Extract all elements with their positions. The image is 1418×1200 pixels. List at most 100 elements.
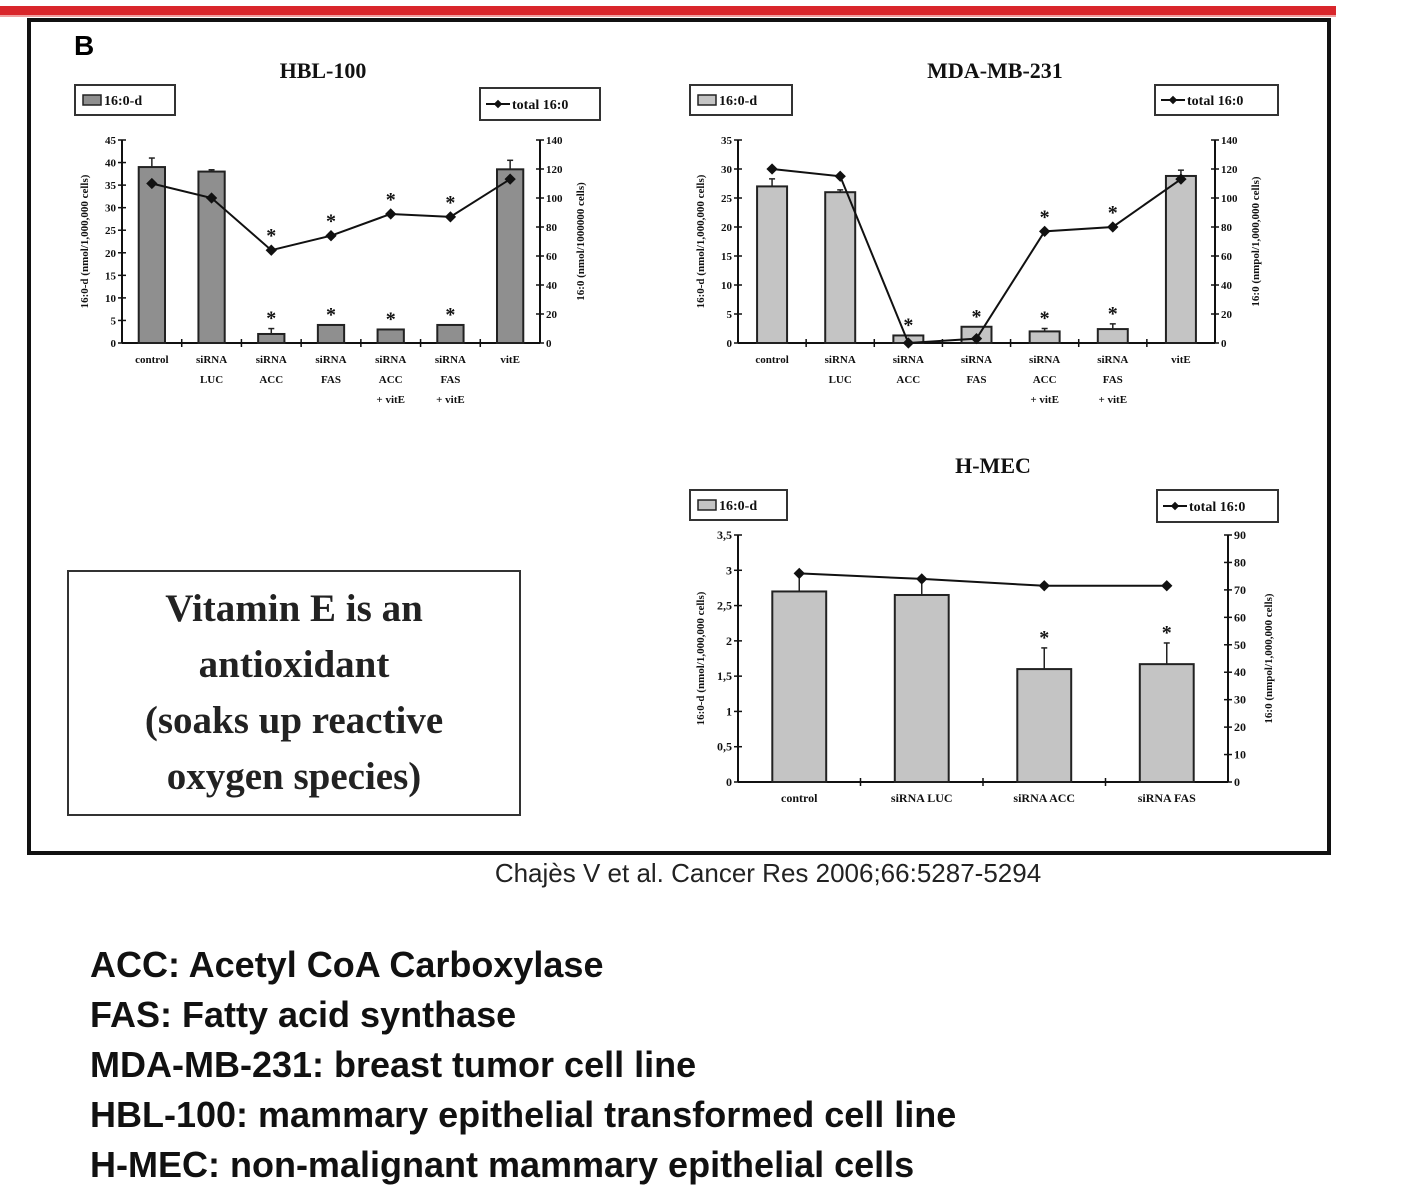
y-tick-label-right: 50 <box>1234 638 1246 652</box>
line-marker <box>444 211 457 223</box>
line-marker <box>766 163 778 175</box>
legend-bar-swatch <box>697 499 717 511</box>
line-marker <box>1175 173 1187 185</box>
y-tick-label-right: 20 <box>1221 309 1233 321</box>
note-line: Vitamin E is an <box>165 587 423 630</box>
legend-bar-label: 16:0-d <box>719 94 757 109</box>
y-tick-label-right: 80 <box>1221 222 1233 234</box>
note-line: (soaks up reactive <box>144 699 444 742</box>
x-tick-label: ACC <box>896 374 920 386</box>
y-tick-label-right: 20 <box>1234 720 1246 734</box>
y-tick-label-right: 120 <box>1221 164 1238 176</box>
bar <box>137 166 166 344</box>
significance-asterisk: * <box>445 304 455 326</box>
line-marker <box>385 208 397 220</box>
y-tick-label-right: 60 <box>1234 610 1246 624</box>
definition-h-mec: H-MEC: non-malignant mammary epithelial … <box>90 1144 915 1185</box>
x-tick-label: siRNA <box>1029 354 1060 366</box>
y-tick-label-left: 20 <box>721 222 733 234</box>
significance-asterisk: * <box>1162 622 1172 644</box>
y-tick-label-right: 10 <box>1234 748 1246 762</box>
legend-bar-box <box>74 84 176 116</box>
x-tick-label: FAS <box>1103 374 1123 386</box>
significance-asterisk: * <box>386 189 396 211</box>
bar <box>756 185 789 344</box>
header-accent-line <box>0 6 1336 17</box>
bar <box>376 328 405 345</box>
bar <box>1016 668 1073 783</box>
x-tick-label: siRNA <box>256 354 287 366</box>
x-tick-label: siRNA LUC <box>891 791 953 805</box>
x-tick-label: siRNA <box>825 354 856 366</box>
line-marker <box>834 170 846 182</box>
x-tick-label: + vitE <box>1098 394 1127 406</box>
legend-bar-swatch <box>82 94 102 106</box>
y-tick-label-left: 10 <box>721 280 733 292</box>
y-axis-label-right: 16:0 (nmpol/1,000,000 cells) <box>1250 176 1262 306</box>
y-tick-label-right: 90 <box>1234 528 1246 542</box>
significance-asterisk: * <box>1108 202 1118 224</box>
line-marker <box>902 337 915 349</box>
x-tick-label: + vitE <box>376 394 405 406</box>
y-tick-label-right: 30 <box>1234 693 1246 707</box>
x-tick-label: LUC <box>829 374 852 386</box>
y-axis-label-left: 16:0-d (nmol/1,000,000 cells) <box>695 591 707 725</box>
line-marker <box>325 230 337 242</box>
line-marker <box>1038 225 1051 238</box>
y-tick-label-left: 25 <box>721 193 733 205</box>
y-tick-label-left: 25 <box>105 225 117 237</box>
significance-asterisk: * <box>1108 303 1118 325</box>
y-tick-label-left: 0 <box>726 775 732 789</box>
bar <box>257 332 286 345</box>
y-tick-label-right: 0 <box>1234 775 1240 789</box>
x-tick-label: siRNA <box>315 354 346 366</box>
chart-mda-mb-231: MDA-MB-231 0 5 10 15 20 25 30 35 0 20 40 60 80 100 120 1… <box>689 58 1279 406</box>
line-marker <box>916 573 928 585</box>
panel-letter: B <box>74 30 95 61</box>
y-tick-label-left: 30 <box>105 203 117 215</box>
x-tick-label: FAS <box>967 374 987 386</box>
significance-asterisk: * <box>972 306 982 328</box>
y-tick-label-left: 1 <box>726 704 732 718</box>
x-tick-label: FAS <box>440 374 460 386</box>
significance-asterisk: * <box>386 308 396 330</box>
x-tick-label: + vitE <box>1030 394 1059 406</box>
x-tick-label: siRNA <box>961 354 992 366</box>
x-tick-label: control <box>781 791 818 805</box>
bar <box>1028 330 1061 344</box>
line-marker <box>970 332 983 345</box>
line-marker <box>1161 580 1173 592</box>
definition-acc: ACC: Acetyl CoA Carboxylase <box>90 944 604 985</box>
citation: Chajès V et al. Cancer Res 2006;66:5287-… <box>494 858 1042 888</box>
definition-fas: FAS: Fatty acid synthase <box>90 994 517 1035</box>
line-marker <box>205 192 218 204</box>
chart-title: HBL-100 <box>280 58 367 83</box>
x-tick-label: siRNA <box>375 354 406 366</box>
y-tick-label-right: 60 <box>546 251 558 263</box>
significance-asterisk: * <box>445 192 455 214</box>
chart-title: H-MEC <box>955 453 1031 478</box>
x-tick-label: ACC <box>379 374 403 386</box>
y-tick-label-left: 15 <box>721 251 733 263</box>
y-tick-label-right: 20 <box>546 309 558 321</box>
x-tick-label: siRNA ACC <box>1013 791 1075 805</box>
bar <box>1096 328 1129 344</box>
y-tick-label-left: 35 <box>721 135 733 147</box>
y-tick-label-left: 45 <box>105 135 117 147</box>
y-tick-label-left: 1,5 <box>717 669 732 683</box>
line-marker <box>146 177 158 190</box>
y-tick-label-right: 140 <box>546 135 563 147</box>
bar <box>1138 663 1195 783</box>
significance-asterisk: * <box>1040 206 1050 228</box>
vitamin-e-note-box: Vitamin E is an antioxidant (soaks up re… <box>67 570 521 816</box>
note-line: antioxidant <box>198 643 390 686</box>
y-tick-label-left: 20 <box>105 248 117 260</box>
x-tick-label: ACC <box>259 374 283 386</box>
x-tick-label: LUC <box>200 374 223 386</box>
y-tick-label-left: 40 <box>105 158 117 170</box>
line-marker <box>793 567 805 580</box>
bar <box>893 593 950 783</box>
y-tick-label-right: 40 <box>1221 280 1233 292</box>
x-tick-label: control <box>135 354 168 366</box>
